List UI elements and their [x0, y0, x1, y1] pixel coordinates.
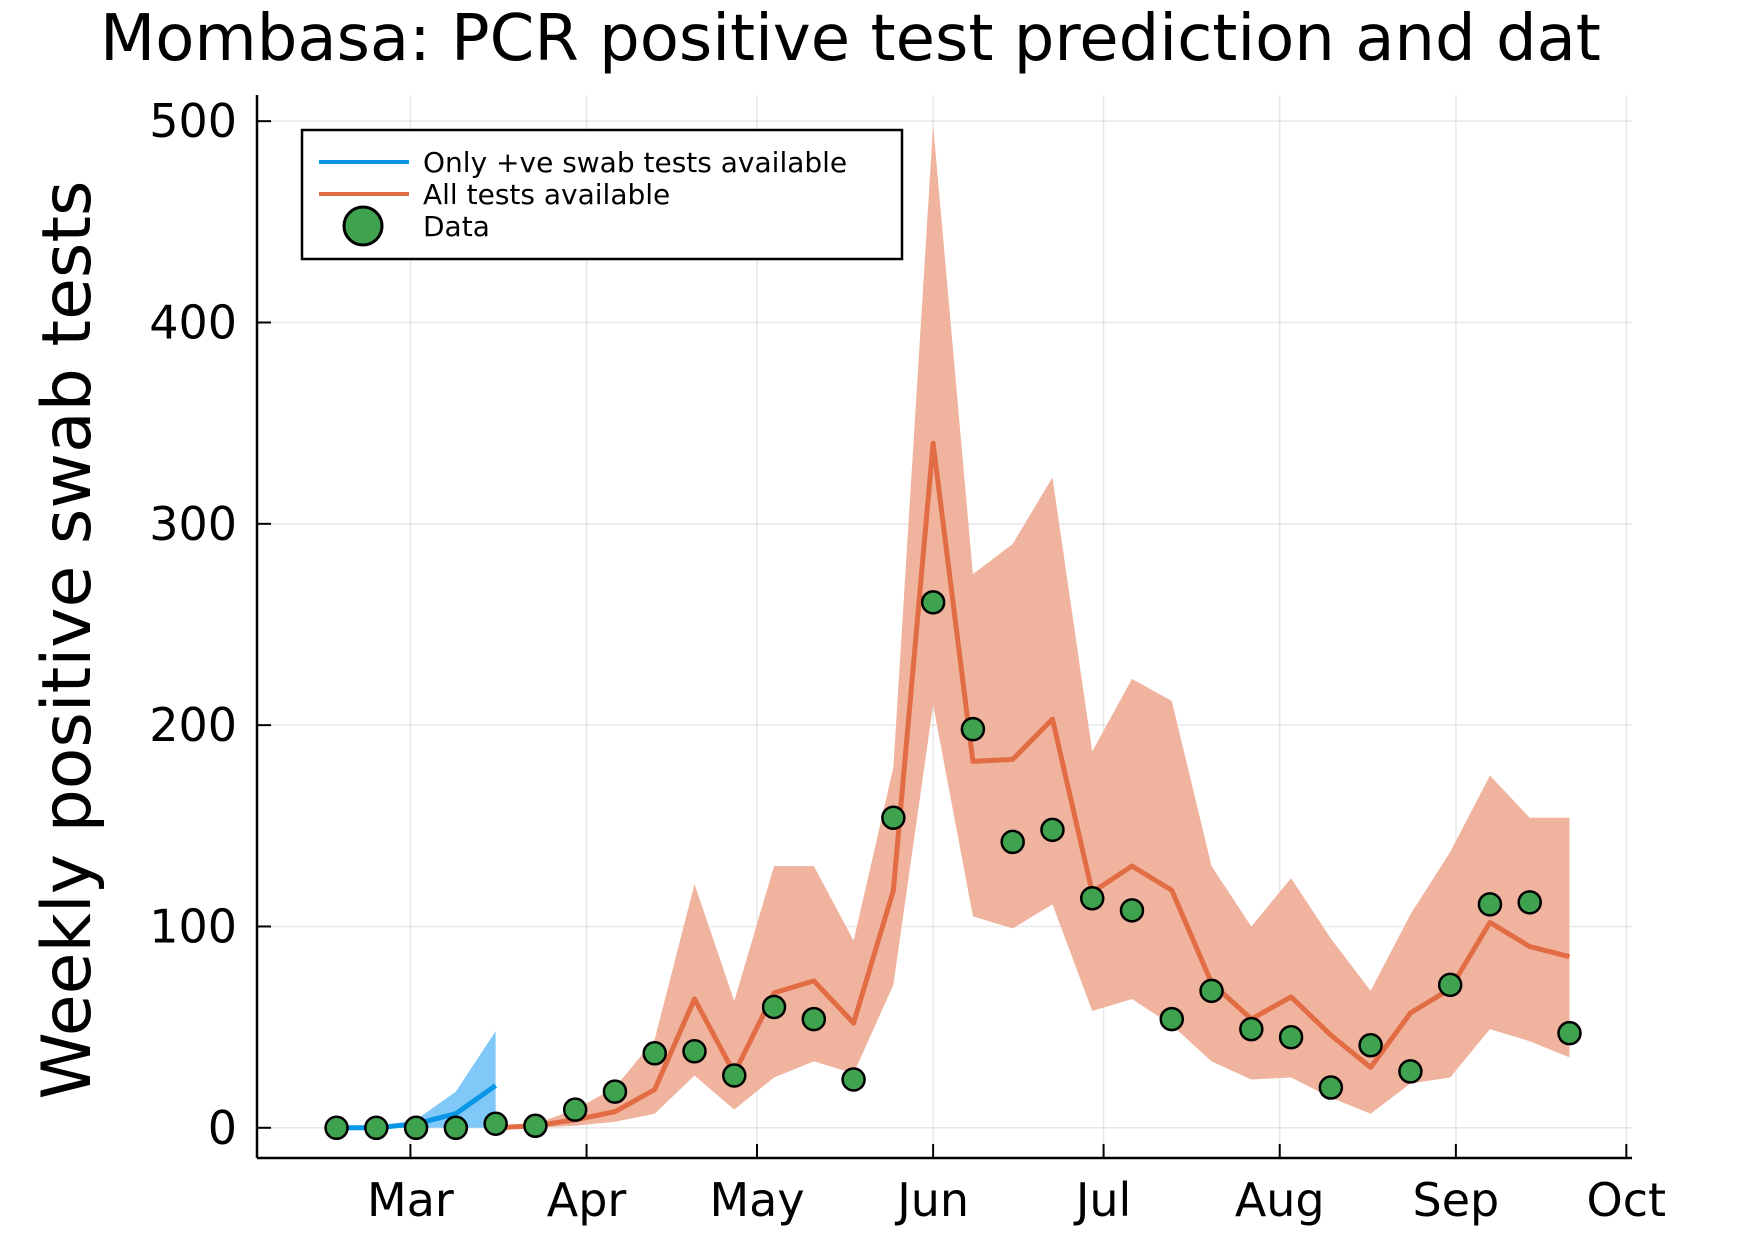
data-point	[1239, 1016, 1264, 1042]
data-point	[960, 716, 986, 742]
data-point	[1557, 1020, 1582, 1046]
data-point	[1199, 978, 1224, 1004]
x-tick-label: Jun	[894, 1173, 969, 1227]
tick-labels: 0 100 200 300 400 500 Mar Apr May Jun Jul Aug Sep Oct	[149, 94, 1666, 1227]
data-point	[682, 1039, 707, 1064]
data-point	[841, 1067, 866, 1092]
data-point	[1119, 898, 1145, 923]
data-point	[1278, 1024, 1304, 1050]
x-tick-label: May	[709, 1173, 804, 1227]
uncertainty-bands	[336, 125, 1570, 1128]
data-point	[1079, 886, 1105, 911]
data-point	[881, 805, 906, 831]
data-point	[602, 1079, 628, 1104]
legend-marker-data	[342, 205, 384, 247]
x-tick-label: Jul	[1073, 1173, 1132, 1227]
y-tick-label: 200	[149, 698, 237, 752]
y-tick-label: 300	[149, 497, 237, 551]
data-point	[364, 1115, 389, 1141]
data-point	[1318, 1075, 1344, 1100]
y-tick-label: 500	[149, 94, 237, 148]
legend-label: All tests available	[423, 178, 670, 211]
data-point	[1000, 829, 1025, 855]
y-tick-label: 0	[208, 1101, 237, 1155]
chart-title: Mombasa: PCR positive test prediction an…	[100, 2, 1601, 76]
axes	[255, 95, 1632, 1160]
data-point	[1159, 1006, 1185, 1032]
band-series-0	[336, 1031, 496, 1128]
data-point	[722, 1063, 747, 1088]
data-point	[801, 1006, 827, 1032]
y-tick-label: 100	[149, 899, 237, 953]
data-point	[443, 1115, 469, 1141]
x-tick-label: Oct	[1587, 1173, 1667, 1227]
data-point	[1040, 817, 1065, 843]
data-point	[562, 1097, 588, 1122]
band-series-1	[495, 125, 1570, 1128]
x-tick-label: Mar	[367, 1173, 454, 1227]
data-point	[403, 1115, 429, 1141]
data-points	[324, 590, 1582, 1141]
x-tick-label: Apr	[547, 1173, 627, 1227]
line-series-1	[495, 440, 1571, 1131]
data-point	[920, 590, 946, 615]
data-point	[1477, 892, 1503, 917]
data-point	[1358, 1033, 1383, 1058]
data-point	[324, 1115, 349, 1141]
y-tick-label: 400	[149, 295, 237, 349]
data-point	[1398, 1059, 1423, 1084]
data-point	[1437, 972, 1463, 998]
data-point	[642, 1041, 667, 1066]
x-tick-label: Aug	[1235, 1173, 1325, 1227]
y-axis-label: Weekly positive swab tests	[28, 181, 107, 1100]
data-point	[483, 1111, 508, 1137]
data-point	[761, 994, 787, 1020]
legend-label: Data	[423, 210, 490, 243]
legend-label: Only +ve swab tests available	[423, 146, 847, 179]
data-point	[1517, 890, 1542, 915]
data-point	[523, 1113, 548, 1139]
x-tick-label: Sep	[1413, 1173, 1500, 1227]
